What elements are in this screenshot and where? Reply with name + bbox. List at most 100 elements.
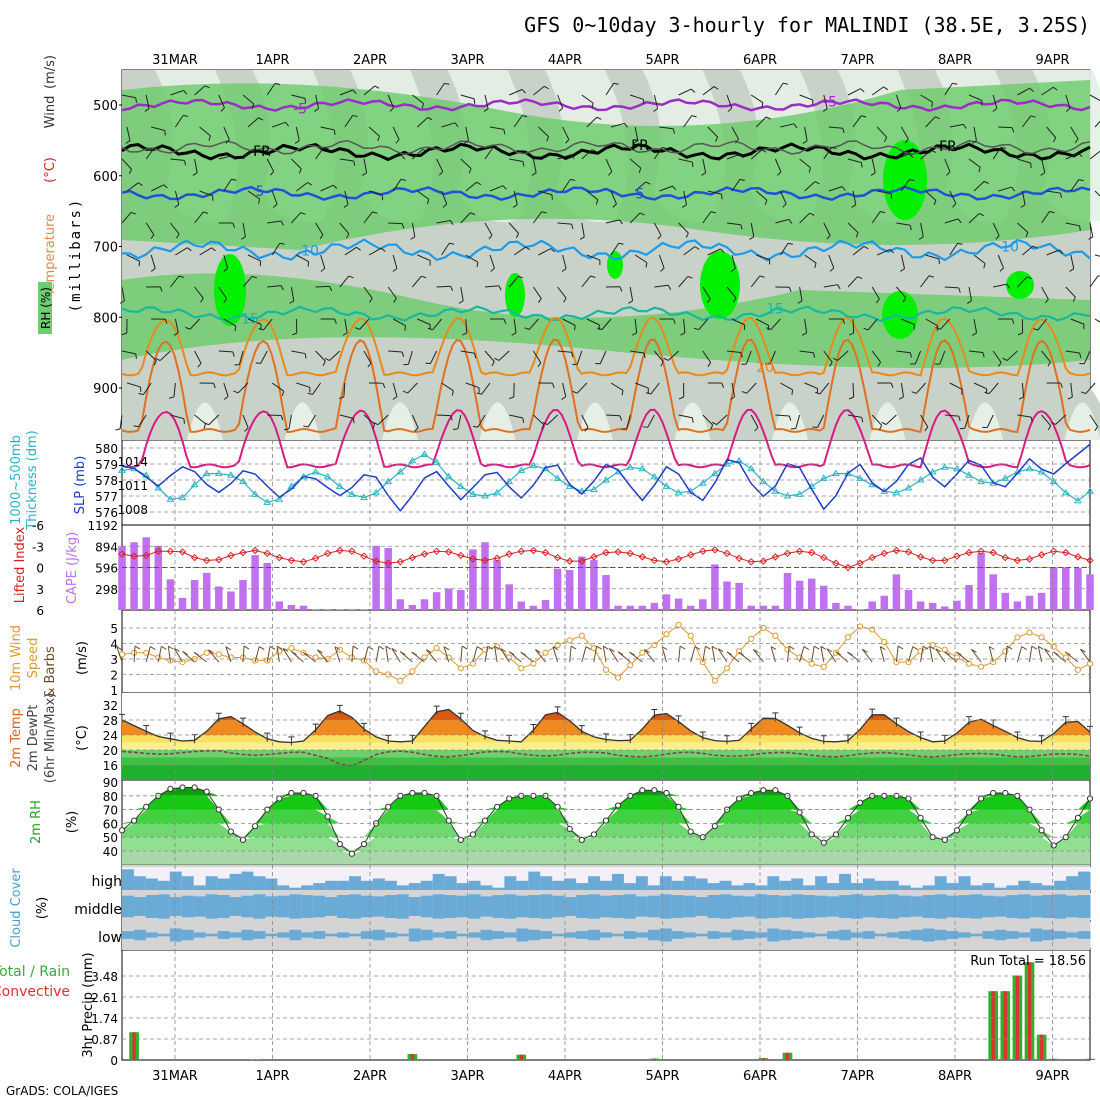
cloud-cell [707, 931, 721, 939]
lifted-index-marker [565, 557, 574, 565]
thickness-marker [602, 476, 610, 483]
wind-barb [871, 286, 880, 300]
wind-barb [170, 89, 184, 96]
cape-bar [650, 602, 659, 610]
wind-barb-flag [591, 149, 597, 153]
wind-barb-flag [251, 103, 255, 109]
wind-barb-flag [291, 332, 297, 336]
thickness-marker [360, 493, 368, 501]
wind-barb-flag [392, 396, 398, 400]
wind10-barb-flag [971, 648, 977, 653]
wind-barb [944, 82, 953, 96]
cloud-cell [384, 895, 398, 918]
wind-barb-flag [710, 211, 716, 214]
wind10-speed-marker [723, 665, 731, 672]
wind-barb-flag [511, 332, 517, 336]
wind-barb-flag [203, 423, 206, 429]
lifted-index-marker [372, 557, 380, 565]
wind-barb [702, 158, 707, 173]
wind-barb [557, 350, 572, 353]
rh2m-marker [203, 788, 210, 795]
wind-barb [920, 275, 930, 288]
wind-barb [750, 275, 761, 288]
wind-barb [320, 184, 334, 192]
wind-barb-flag [732, 297, 737, 303]
wind-barb [626, 414, 631, 429]
wind-barb-flag [233, 390, 239, 394]
wind-barb [489, 254, 495, 269]
wind-barb [223, 254, 229, 269]
precip-conv-bar [785, 1052, 790, 1060]
wind-barb-flag [1011, 186, 1016, 192]
wind-barb-flag [619, 219, 623, 225]
wind-barb-flag [822, 108, 828, 112]
wind10-speed-marker [965, 660, 973, 667]
lifted-index-marker [807, 548, 816, 557]
wind-barb-flag [232, 222, 236, 228]
wind-barb-flag [782, 203, 787, 208]
cape-bar [311, 609, 320, 610]
wind-barb-flag [1059, 249, 1064, 254]
wind10-speed-marker [542, 649, 549, 656]
wind-barb [683, 246, 696, 256]
wind-barb [407, 382, 418, 394]
cloud-cell [815, 895, 828, 918]
temp-above-mask [122, 693, 1090, 743]
contour-minus5 [121, 98, 1091, 113]
cloud-cell [695, 933, 709, 937]
wind-barb [121, 212, 132, 224]
wind-barb [847, 158, 862, 164]
wind-barb-flag [322, 360, 326, 366]
precip-ytick: 0.87 [91, 1033, 118, 1047]
wind-barb-flag [427, 327, 433, 331]
rh2m-marker [239, 836, 247, 844]
wind-barb [1089, 222, 1094, 237]
lifted-index-marker [783, 549, 792, 558]
wind-barb-flag [857, 276, 863, 279]
wind-barb [532, 158, 537, 173]
lifted-index-marker [251, 546, 259, 555]
upper-ytick-label: 500 [93, 99, 118, 114]
wind-barb [885, 414, 897, 425]
wind10-barb [770, 646, 776, 663]
wind10-barb [971, 648, 982, 663]
rh2m-marker [360, 840, 368, 848]
cloud-cell [1042, 885, 1055, 890]
precip-conv-bar [1039, 1034, 1044, 1060]
cloud-cell [325, 897, 338, 916]
wind-barb [678, 88, 692, 96]
wind-barb-flag [881, 421, 887, 425]
cape-bar [1013, 601, 1022, 610]
wind-barb [174, 115, 184, 128]
wind-barb [823, 94, 828, 109]
chart-title: GFS 0~10day 3-hourly for MALINDI (38.5E,… [524, 13, 1090, 37]
wind-barb-flag [449, 242, 455, 245]
lifted-index-marker [227, 551, 235, 560]
rh2m-marker [554, 803, 561, 810]
wind-barb-flag [710, 424, 714, 430]
wind-barb [170, 414, 185, 420]
wind-barb [538, 248, 552, 256]
upper-label-ms: (m/s) [43, 55, 58, 89]
wind-barb [900, 126, 909, 140]
wind-barb-flag [252, 148, 258, 152]
cape-label: CAPE (J/kg) [65, 532, 80, 604]
wind-barb-flag [1040, 172, 1046, 176]
wind-barb-flag [672, 128, 675, 134]
wind-barb-flag [879, 425, 883, 431]
wind-barb-flag [863, 245, 869, 250]
wind-barb [392, 318, 406, 327]
wind-barb [538, 190, 553, 196]
contour-20 [121, 316, 1091, 377]
lifted-index-marker [348, 547, 356, 555]
wind-barb-flag [672, 318, 676, 324]
rh-low-level-dry-core [577, 402, 613, 440]
thickness-ytick: 577 [95, 490, 118, 504]
thickness-ytick: 580 [95, 442, 118, 456]
wind10-barb-flag [182, 651, 188, 655]
cloud-cell [1066, 932, 1079, 938]
wind-barb-flag [890, 193, 893, 199]
wind-barb [266, 83, 276, 96]
wind-barb-flag [389, 107, 394, 112]
wind-barb [939, 350, 946, 365]
